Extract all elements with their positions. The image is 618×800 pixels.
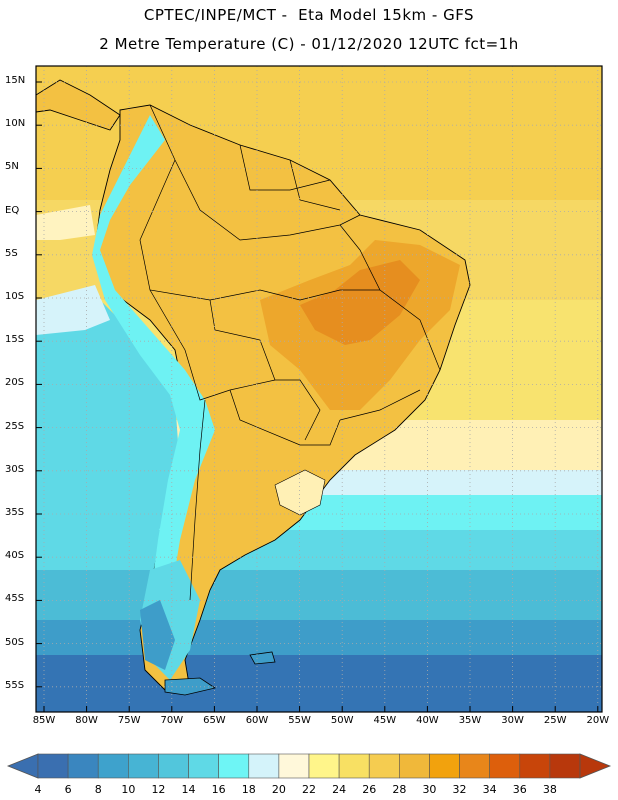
lon-label: 40W [416, 715, 439, 726]
title-line-2: 2 Metre Temperature (C) - 01/12/2020 12U… [99, 35, 519, 53]
colorbar-swatch [368, 753, 400, 779]
colorbar-label: 10 [121, 783, 136, 796]
lon-label: 70W [160, 715, 184, 726]
lon-label: 20W [586, 715, 610, 726]
colorbar-label: 16 [211, 783, 226, 796]
pacific-cool-light [36, 285, 110, 335]
axis-ticks [36, 81, 599, 712]
lon-label: 60W [245, 715, 269, 726]
colorbar-swatch [188, 753, 219, 779]
lat-label: 5N [5, 161, 19, 173]
colorbar-label: 14 [181, 783, 196, 796]
lat-label: 10S [5, 291, 25, 302]
lon-label: 45W [373, 715, 397, 726]
lat-label: 20S [5, 377, 25, 389]
lon-label: 55W [288, 715, 311, 726]
colorbar-label: 30 [422, 783, 437, 796]
lat-label: 35S [5, 507, 25, 518]
colorbar-arrow-high [579, 753, 612, 779]
lon-label: 35W [458, 715, 482, 726]
uruguay-cool-patch [274, 469, 326, 516]
lat-label: 45S [5, 593, 25, 605]
ocean-band-12c [36, 570, 602, 625]
lon-label: 80W [75, 715, 98, 726]
colorbar-swatch [248, 753, 280, 779]
colorbar-label: 26 [362, 783, 377, 796]
patagonia-cold [140, 600, 175, 670]
colorbar-swatch [308, 753, 340, 779]
colorbar-label: 20 [271, 783, 286, 796]
lat-label: 15S [5, 334, 25, 346]
lon-label: 75W [117, 715, 141, 726]
colorbar-label: 6 [64, 783, 72, 796]
colorbar-swatch [218, 753, 250, 779]
colorbar-label: 4 [34, 783, 42, 796]
colorbar-swatch [67, 753, 99, 779]
lat-label: 5S [5, 247, 18, 259]
tierra-del-fuego [164, 677, 216, 696]
colorbar-swatch [97, 753, 129, 779]
andes-cold-strip [92, 115, 215, 640]
colorbar-label: 32 [452, 783, 467, 796]
title-line-1: CPTEC/INPE/MCT - Eta Model 15km - GFS [143, 6, 475, 24]
colorbar-label: 38 [542, 783, 557, 796]
lat-label: 50S [5, 636, 25, 648]
colorbar-label: 18 [241, 783, 256, 796]
ocean-band-6c [36, 655, 602, 712]
lat-label: EQ [5, 204, 20, 216]
colorbar-swatch [399, 753, 430, 779]
colorbar-label: 8 [94, 783, 102, 796]
central-america-land [36, 79, 121, 131]
country-borders [139, 104, 441, 601]
colorbar [6, 753, 612, 779]
colorbar-swatch [429, 753, 460, 779]
lon-label: 30W [501, 715, 524, 726]
colorbar-label: 28 [392, 783, 407, 796]
hottest-region-brazil [300, 260, 420, 345]
colorbar-arrow-low [6, 753, 39, 779]
lat-label: 30S [5, 463, 25, 475]
lat-label: 25S [5, 420, 25, 432]
lat-label: 55S [5, 679, 25, 691]
lon-label: 25W [543, 715, 567, 726]
colorbar-label: 34 [482, 783, 497, 796]
lat-label: 10N [5, 118, 26, 130]
map-frame [35, 65, 603, 713]
colorbar-label: 22 [302, 783, 316, 796]
lat-label: 40S [5, 550, 25, 562]
lon-label: 85W [32, 715, 56, 726]
colorbar-swatch [338, 753, 370, 779]
colorbar-swatch [278, 753, 310, 779]
lat-label: 15N [5, 75, 26, 86]
temperature-field [36, 66, 602, 712]
pacific-warm-patch [36, 205, 95, 240]
falkland-islands [249, 651, 276, 665]
colorbar-swatch [549, 753, 581, 779]
colorbar-label: 12 [151, 783, 166, 796]
colorbar-swatch [489, 753, 521, 779]
colorbar-swatch [519, 753, 551, 779]
lon-label: 65W [203, 715, 226, 726]
colorbar-swatch [459, 753, 490, 779]
colorbar-swatch [128, 753, 159, 779]
ocean-band-8c [36, 620, 602, 660]
colorbar-label: 24 [332, 783, 347, 796]
colorbar-swatch [37, 753, 69, 779]
colorbar-label: 36 [512, 783, 527, 796]
lon-label: 50W [330, 715, 354, 726]
pacific-cool-region [36, 300, 180, 560]
colorbar-swatch [158, 753, 189, 779]
